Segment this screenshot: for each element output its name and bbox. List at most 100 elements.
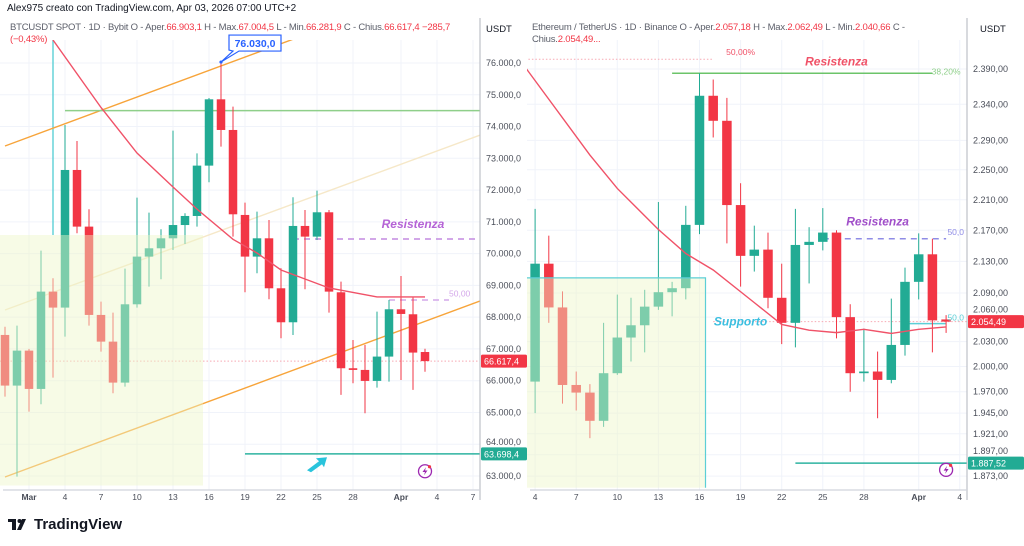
candle[interactable] bbox=[626, 297, 636, 362]
candle[interactable] bbox=[530, 208, 540, 414]
annotation-label[interactable]: Supporto bbox=[714, 314, 767, 328]
candle[interactable] bbox=[612, 294, 623, 375]
candle[interactable] bbox=[24, 348, 34, 412]
candle[interactable] bbox=[859, 328, 869, 382]
candle[interactable] bbox=[108, 312, 118, 394]
candle[interactable] bbox=[694, 73, 705, 235]
candle[interactable] bbox=[216, 62, 226, 147]
candle[interactable] bbox=[144, 212, 154, 287]
candle[interactable] bbox=[288, 197, 298, 335]
candle[interactable] bbox=[240, 202, 250, 293]
candle[interactable] bbox=[132, 197, 142, 308]
currency-label: USDT bbox=[486, 24, 512, 35]
candle[interactable] bbox=[913, 233, 924, 300]
price-axis[interactable]: 2.390,00 2.340,00 2.290,00 2.250,00 2.210,00… bbox=[973, 64, 1008, 481]
candle[interactable] bbox=[204, 97, 214, 183]
annotation-label[interactable]: 50,00% bbox=[726, 47, 755, 57]
annotation-label[interactable]: Resistenza bbox=[805, 55, 868, 69]
candle[interactable] bbox=[790, 208, 801, 348]
time-axis[interactable]: 4 7 10 13 16 19 22 25 28 Apr 4 bbox=[533, 492, 963, 502]
candle[interactable] bbox=[192, 153, 202, 227]
candle[interactable] bbox=[845, 304, 855, 392]
candle[interactable] bbox=[872, 351, 883, 419]
annotation-label[interactable]: 50,0 bbox=[947, 312, 964, 322]
candle[interactable] bbox=[324, 209, 334, 313]
annotation-label[interactable]: Resistenza bbox=[382, 217, 445, 231]
candle[interactable] bbox=[708, 79, 718, 138]
candle[interactable] bbox=[598, 322, 609, 427]
annotation-label[interactable]: Resistenza bbox=[846, 215, 909, 229]
candle[interactable] bbox=[722, 97, 732, 244]
candle[interactable] bbox=[886, 298, 897, 384]
candle[interactable] bbox=[300, 209, 310, 290]
candle[interactable] bbox=[312, 190, 322, 240]
candle[interactable] bbox=[12, 325, 22, 477]
candle[interactable] bbox=[667, 281, 677, 317]
candle[interactable] bbox=[831, 230, 842, 339]
candle[interactable] bbox=[927, 238, 938, 353]
candle[interactable] bbox=[336, 281, 346, 395]
candle[interactable] bbox=[776, 263, 787, 345]
annotation-label[interactable]: 38,20% bbox=[932, 67, 961, 77]
candle[interactable] bbox=[941, 315, 951, 333]
candle[interactable] bbox=[585, 384, 595, 439]
candle[interactable] bbox=[72, 140, 82, 234]
candle[interactable] bbox=[276, 268, 286, 339]
candle[interactable] bbox=[156, 229, 166, 280]
candle[interactable] bbox=[804, 227, 814, 284]
candle[interactable] bbox=[384, 299, 394, 382]
trendline[interactable] bbox=[4, 234, 661, 478]
candle-body bbox=[108, 341, 118, 383]
tradingview-logo[interactable]: TradingView bbox=[8, 516, 122, 533]
candle-body bbox=[156, 238, 166, 249]
candle[interactable] bbox=[372, 311, 382, 388]
range-box[interactable] bbox=[0, 235, 203, 486]
low-value: 2.040,66 bbox=[854, 22, 891, 33]
candle[interactable] bbox=[763, 232, 773, 309]
time-axis[interactable]: Mar 4 7 10 13 16 19 22 25 28 Apr 4 7 bbox=[21, 492, 475, 502]
plot-area-1[interactable] bbox=[515, 40, 967, 490]
candle[interactable] bbox=[252, 211, 262, 274]
lightning-icon[interactable] bbox=[938, 462, 954, 477]
price-callout[interactable]: 76.030,0 bbox=[219, 34, 282, 64]
price-tick-label: 63.000,0 bbox=[486, 471, 521, 481]
symbol[interactable]: BTCUSDT SPOT · 1D · Bybit bbox=[10, 22, 129, 33]
candle[interactable] bbox=[544, 235, 554, 323]
candle[interactable] bbox=[408, 296, 418, 390]
candle[interactable] bbox=[396, 275, 406, 380]
candle[interactable] bbox=[60, 124, 70, 337]
candle[interactable] bbox=[0, 326, 10, 397]
lightning-icon[interactable] bbox=[417, 464, 433, 479]
candle[interactable] bbox=[36, 250, 46, 405]
candle[interactable] bbox=[653, 202, 664, 310]
candle[interactable] bbox=[180, 213, 190, 244]
candle[interactable] bbox=[360, 344, 370, 414]
candle[interactable] bbox=[818, 208, 828, 251]
candle[interactable] bbox=[48, 278, 58, 378]
candle[interactable] bbox=[84, 209, 94, 326]
annotation-label[interactable]: 50,0 bbox=[947, 227, 964, 237]
candle[interactable] bbox=[168, 130, 178, 250]
candle[interactable] bbox=[228, 106, 238, 237]
candle[interactable] bbox=[571, 371, 581, 411]
candle[interactable] bbox=[420, 348, 430, 372]
symbol[interactable]: Ethereum / TetherUS · 1D · Binance bbox=[532, 22, 678, 33]
candle[interactable] bbox=[735, 183, 746, 287]
plot-area-0[interactable] bbox=[0, 0, 661, 490]
candle[interactable] bbox=[900, 267, 910, 356]
candle[interactable] bbox=[264, 219, 274, 300]
price-axis[interactable]: 76.000,0 75.000,0 74.000,0 73.000,0 72.000,0… bbox=[486, 58, 521, 481]
candle[interactable] bbox=[639, 289, 650, 353]
annotation-label[interactable]: 50,00 bbox=[449, 289, 471, 299]
candle[interactable] bbox=[348, 339, 358, 384]
range-box[interactable] bbox=[515, 277, 706, 488]
time-tick-label: 28 bbox=[859, 492, 869, 502]
candle[interactable] bbox=[120, 268, 130, 387]
candle[interactable] bbox=[96, 301, 106, 352]
trend-arrow-icon[interactable] bbox=[307, 457, 327, 473]
candle[interactable] bbox=[557, 291, 568, 404]
trendline[interactable] bbox=[4, 73, 649, 311]
candle[interactable] bbox=[749, 225, 760, 272]
candle-body bbox=[24, 350, 34, 389]
